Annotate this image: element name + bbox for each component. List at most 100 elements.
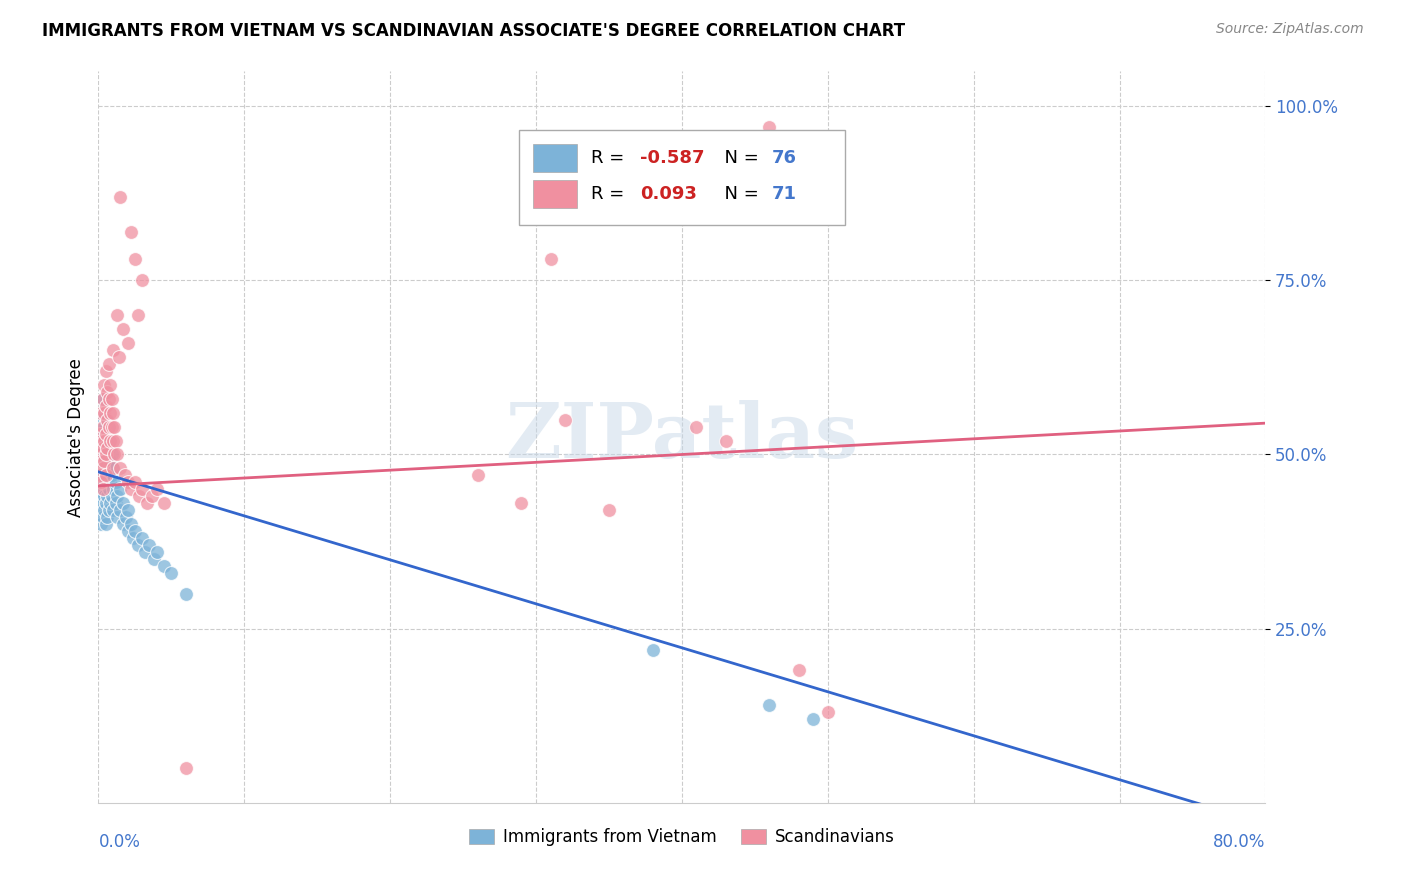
Point: [146, 483, 169, 497]
Point: [120, 517, 142, 532]
Point: [97, 392, 120, 406]
Point: [89, 448, 111, 462]
Point: [90, 434, 112, 448]
Point: [91, 392, 114, 406]
Point: [758, 698, 780, 713]
Point: [94, 475, 117, 490]
Point: [96, 426, 118, 441]
Point: [131, 273, 153, 287]
Text: R =: R =: [591, 149, 630, 167]
Point: [90, 468, 112, 483]
Point: [96, 448, 118, 462]
Point: [105, 510, 128, 524]
Point: [93, 419, 115, 434]
Y-axis label: Associate's Degree: Associate's Degree: [66, 358, 84, 516]
Point: [105, 308, 128, 322]
Point: [540, 252, 562, 267]
Point: [97, 503, 120, 517]
Point: [787, 664, 810, 678]
Point: [96, 412, 118, 426]
Point: [467, 468, 489, 483]
Point: [98, 475, 121, 490]
Point: [93, 489, 115, 503]
Point: [93, 434, 115, 448]
Point: [101, 343, 124, 357]
Text: 0.093: 0.093: [640, 186, 697, 203]
Point: [94, 364, 117, 378]
Text: -0.587: -0.587: [640, 149, 704, 167]
Point: [108, 350, 131, 364]
Point: [93, 503, 115, 517]
Point: [160, 566, 183, 580]
Point: [598, 503, 620, 517]
Point: [105, 448, 128, 462]
Text: N =: N =: [713, 186, 765, 203]
Point: [93, 406, 115, 420]
Point: [117, 475, 139, 490]
Point: [94, 412, 117, 426]
Point: [90, 454, 112, 468]
Point: [103, 419, 125, 434]
Point: [510, 496, 533, 510]
Point: [89, 434, 111, 448]
Point: [100, 468, 122, 483]
Text: ZIPatlas: ZIPatlas: [505, 401, 859, 474]
Point: [94, 517, 117, 532]
Point: [90, 475, 112, 490]
Point: [94, 399, 117, 413]
Point: [97, 483, 120, 497]
Point: [127, 538, 149, 552]
Point: [93, 454, 115, 468]
Point: [91, 448, 114, 462]
Point: [100, 419, 122, 434]
Point: [174, 761, 197, 775]
Text: Source: ZipAtlas.com: Source: ZipAtlas.com: [1216, 22, 1364, 37]
Point: [115, 510, 138, 524]
Point: [124, 524, 146, 538]
Point: [131, 483, 153, 497]
Point: [138, 538, 160, 552]
Point: [101, 483, 124, 497]
Point: [96, 441, 118, 455]
Point: [98, 434, 121, 448]
Point: [174, 587, 197, 601]
Point: [641, 642, 664, 657]
Point: [97, 419, 120, 434]
Point: [554, 412, 576, 426]
Point: [758, 120, 780, 134]
Point: [98, 454, 121, 468]
Point: [112, 517, 135, 532]
Point: [89, 461, 111, 475]
Point: [91, 468, 114, 483]
Point: [94, 496, 117, 510]
Text: N =: N =: [713, 149, 765, 167]
Point: [124, 475, 146, 490]
Point: [91, 419, 114, 434]
Point: [135, 496, 157, 510]
Point: [89, 489, 111, 503]
Point: [96, 468, 118, 483]
FancyBboxPatch shape: [519, 130, 845, 225]
Point: [89, 468, 111, 483]
Point: [94, 448, 117, 462]
Point: [89, 448, 111, 462]
Point: [101, 434, 124, 448]
Point: [104, 434, 127, 448]
Point: [94, 454, 117, 468]
Point: [117, 503, 139, 517]
Text: 80.0%: 80.0%: [1213, 833, 1265, 851]
Point: [98, 377, 121, 392]
Point: [134, 545, 156, 559]
Text: 0.0%: 0.0%: [98, 833, 141, 851]
Point: [141, 489, 163, 503]
Point: [90, 489, 112, 503]
Point: [93, 377, 115, 392]
Point: [105, 489, 128, 503]
Point: [98, 496, 121, 510]
Point: [96, 489, 118, 503]
Point: [110, 503, 132, 517]
Point: [685, 419, 707, 434]
Point: [93, 475, 115, 490]
Point: [114, 468, 136, 483]
Point: [153, 558, 176, 573]
